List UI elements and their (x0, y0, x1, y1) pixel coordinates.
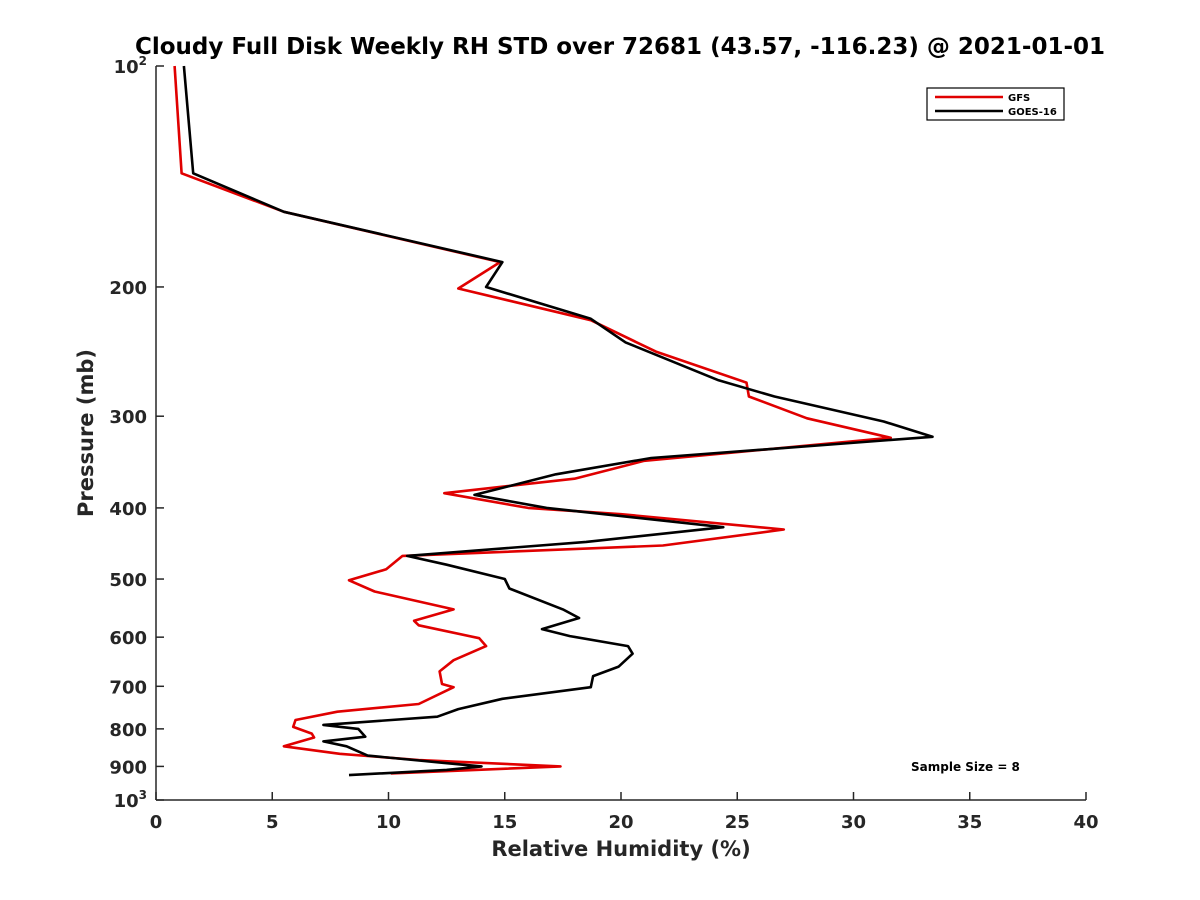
y-tick-label-4: 500 (109, 570, 147, 591)
series-line-goes-16 (182, 65, 934, 777)
x-ticks: 0 5 10 15 20 25 30 35 40 (150, 792, 1099, 833)
x-tick-label-7: 35 (957, 812, 982, 833)
y-ticks: 102 200 300 400 500 600 700 800 900 103 (109, 54, 164, 812)
y-tick-label-0: 102 (114, 54, 147, 78)
y-tick-label-6: 700 (109, 677, 147, 698)
y-tick-label-1: 200 (109, 278, 147, 299)
y-tick-label-2: 300 (109, 407, 147, 428)
legend-box (926, 87, 1065, 121)
x-tick-label-2: 10 (376, 812, 401, 833)
legend-label-gfs: GFS (1008, 93, 1030, 104)
chart-title: Cloudy Full Disk Weekly RH STD over 7268… (135, 34, 1105, 60)
x-axis-label: Relative Humidity (%) (491, 837, 750, 861)
plot-axes (155, 66, 1086, 801)
y-tick-label-9: 103 (114, 788, 147, 812)
y-tick-label-7: 800 (109, 720, 147, 741)
x-tick-label-0: 0 (150, 812, 163, 833)
x-tick-label-1: 5 (266, 812, 279, 833)
legend: GFS GOES-16 (926, 87, 1065, 121)
series-line-gfs (173, 65, 893, 775)
series-layer (173, 65, 934, 777)
y-tick-label-8: 900 (109, 757, 147, 778)
legend-label-goes16: GOES-16 (1008, 107, 1057, 118)
sample-size-annotation: Sample Size = 8 (911, 760, 1020, 774)
x-tick-label-8: 40 (1073, 812, 1098, 833)
x-tick-label-5: 25 (725, 812, 750, 833)
y-tick-label-5: 600 (109, 628, 147, 649)
y-tick-label-3: 400 (109, 499, 147, 520)
x-tick-label-3: 15 (492, 812, 517, 833)
y-axis-label: Pressure (mb) (74, 349, 98, 517)
x-tick-label-4: 20 (608, 812, 633, 833)
x-tick-label-6: 30 (841, 812, 866, 833)
